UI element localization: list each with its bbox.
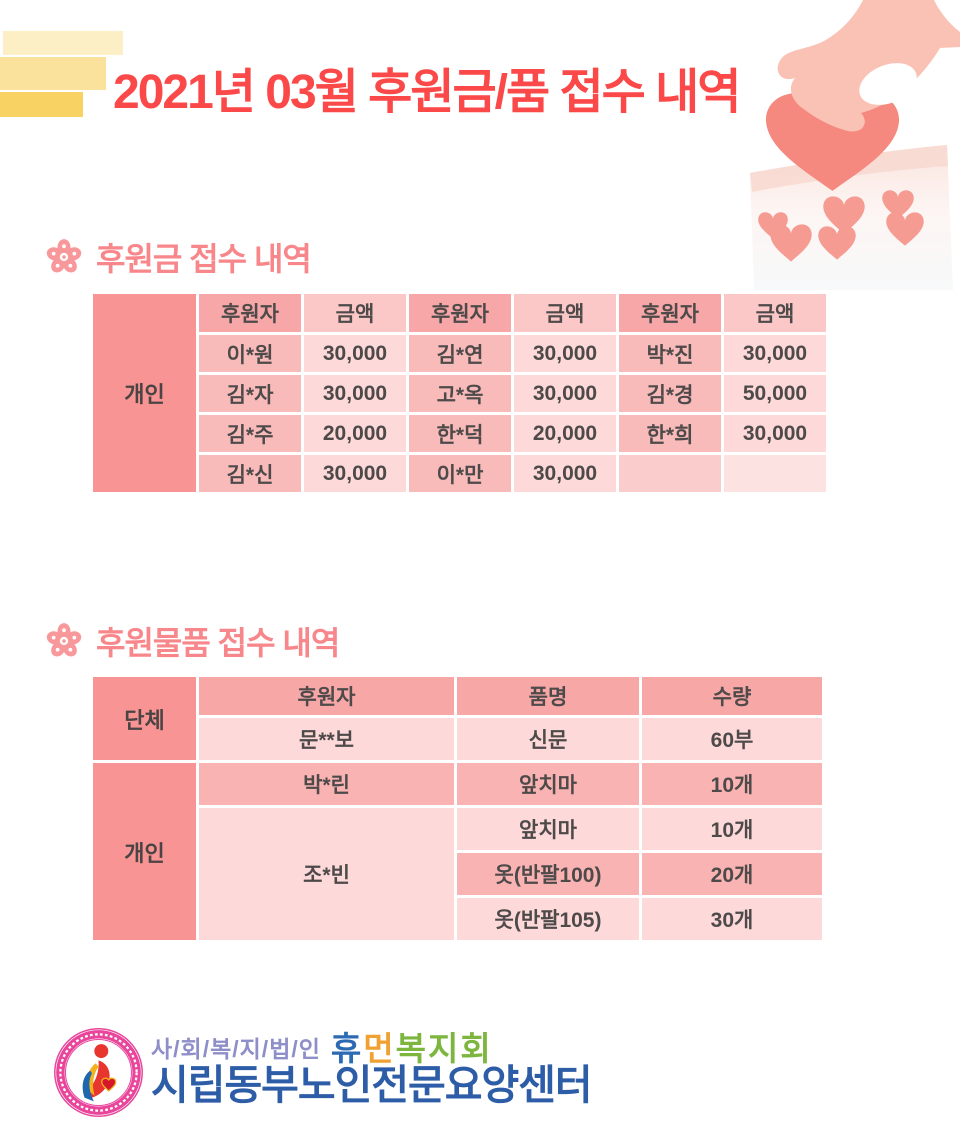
- donor-cell: 박*진: [619, 335, 721, 372]
- section-title-money: 후원금 접수 내역: [96, 241, 312, 277]
- item-cell: 앞치마: [457, 763, 639, 805]
- donor-cell: 김*경: [619, 375, 721, 412]
- donor-cell: 한*희: [619, 415, 721, 452]
- page-title: 2021년 03월 후원금/품 접수 내역: [113, 66, 741, 119]
- amount-cell: 30,000: [304, 375, 406, 412]
- table-row: 김*신 30,000 이*만 30,000: [93, 455, 826, 492]
- org-type-label: 사/회/복/지/법/인: [151, 1036, 321, 1062]
- donor-cell: 문**보: [199, 718, 454, 760]
- yellow-deco-block-1: [3, 31, 123, 55]
- section-header-money: 후원금 접수 내역: [46, 234, 312, 280]
- donor-cell: 김*신: [199, 455, 301, 492]
- table-row: 김*자 30,000 고*옥 30,000 김*경 50,000: [93, 375, 826, 412]
- table-row: 조*빈 앞치마 10개: [93, 808, 822, 940]
- item-cell: 옷(반팔100): [457, 853, 639, 895]
- welfare-foundation-emblem-icon: [54, 1028, 143, 1117]
- section-header-goods: 후원물품 접수 내역: [46, 618, 340, 664]
- donor-cell-empty: [619, 455, 721, 492]
- brand-char-hyu: 휴: [330, 1030, 364, 1067]
- amount-cell: 20,000: [304, 415, 406, 452]
- table-row: 김*주 20,000 한*덕 20,000 한*희 30,000: [93, 415, 826, 452]
- donor-cell-merged: 조*빈: [199, 808, 454, 940]
- header-donor: 후원자: [199, 294, 301, 332]
- amount-cell: 30,000: [304, 455, 406, 492]
- amount-cell: 30,000: [514, 375, 616, 412]
- qty-cell: 10개: [642, 808, 822, 850]
- figure-head: [94, 1044, 109, 1059]
- group-cell-individual: 개인: [93, 294, 196, 492]
- header-item: 품명: [457, 677, 639, 715]
- brand-name: 휴먼복지회: [331, 1032, 493, 1066]
- table-row: 개인 박*린 앞치마 10개: [93, 763, 822, 940]
- donor-cell: 한*덕: [409, 415, 511, 452]
- flower-icon: [46, 239, 82, 273]
- donor-cell: 김*자: [199, 375, 301, 412]
- header-donor: 후원자: [619, 294, 721, 332]
- header-donor: 후원자: [199, 677, 454, 715]
- donor-cell: 이*만: [409, 455, 511, 492]
- section-title-goods: 후원물품 접수 내역: [96, 625, 340, 661]
- donor-cell: 박*린: [199, 763, 454, 805]
- item-cell: 신문: [457, 718, 639, 760]
- amount-cell-empty: [724, 455, 826, 492]
- header-donor: 후원자: [409, 294, 511, 332]
- amount-cell: 30,000: [514, 335, 616, 372]
- table-row: 이*원 30,000 김*연 30,000 박*진 30,000: [93, 335, 826, 372]
- flower-icon: [46, 623, 82, 657]
- money-table: 개인 후원자 금액 후원자 금액 후원자 금액 이*원 30,000 김*연 3…: [90, 291, 829, 495]
- amount-cell: 30,000: [304, 335, 406, 372]
- header-amount: 금액: [724, 294, 826, 332]
- brand-char-meon: 먼: [363, 1030, 396, 1067]
- qty-cell: 20개: [642, 853, 822, 895]
- foundation-name-line: 사/회/복/지/법/인 휴먼복지회: [151, 1032, 592, 1066]
- item-cell: 옷(반팔105): [457, 898, 639, 940]
- yellow-deco-block-3: [0, 92, 83, 117]
- donor-cell: 김*연: [409, 335, 511, 372]
- header-amount: 금액: [304, 294, 406, 332]
- qty-cell: 10개: [642, 763, 822, 805]
- footer-logo: 사/회/복/지/법/인 휴먼복지회 시립동부노인전문요양센터: [52, 1026, 593, 1119]
- donor-cell: 김*주: [199, 415, 301, 452]
- table-row: 옷(반팔105) 30개: [93, 898, 822, 940]
- amount-cell: 30,000: [724, 415, 826, 452]
- header-amount: 금액: [514, 294, 616, 332]
- hand-finger-gap: [859, 63, 917, 105]
- group-cell-individual: 개인: [93, 763, 196, 940]
- goods-table: 단체 후원자 품명 수량 문**보 신문 60부 개인 박*린 앞치마 10개 …: [90, 674, 825, 943]
- qty-cell: 60부: [642, 718, 822, 760]
- donor-cell: 이*원: [199, 335, 301, 372]
- amount-cell: 30,000: [514, 455, 616, 492]
- yellow-deco-block-2: [0, 57, 106, 90]
- donor-cell: 고*옥: [409, 375, 511, 412]
- amount-cell: 30,000: [724, 335, 826, 372]
- amount-cell: 20,000: [514, 415, 616, 452]
- header-qty: 수량: [642, 677, 822, 715]
- brand-chars-bokjihoe: 복지회: [395, 1030, 493, 1067]
- hand-donating-heart-illustration: [750, 0, 960, 290]
- qty-cell: 30개: [642, 898, 822, 940]
- hand: [777, 0, 960, 132]
- table-row: 문**보 신문 60부: [93, 718, 822, 760]
- item-cell: 앞치마: [457, 808, 639, 850]
- figure-heart: [101, 1077, 117, 1092]
- center-name: 시립동부노인전문요양센터: [151, 1062, 593, 1108]
- group-cell-organization: 단체: [93, 677, 196, 760]
- amount-cell: 50,000: [724, 375, 826, 412]
- table-row: 옷(반팔100) 20개: [93, 853, 822, 895]
